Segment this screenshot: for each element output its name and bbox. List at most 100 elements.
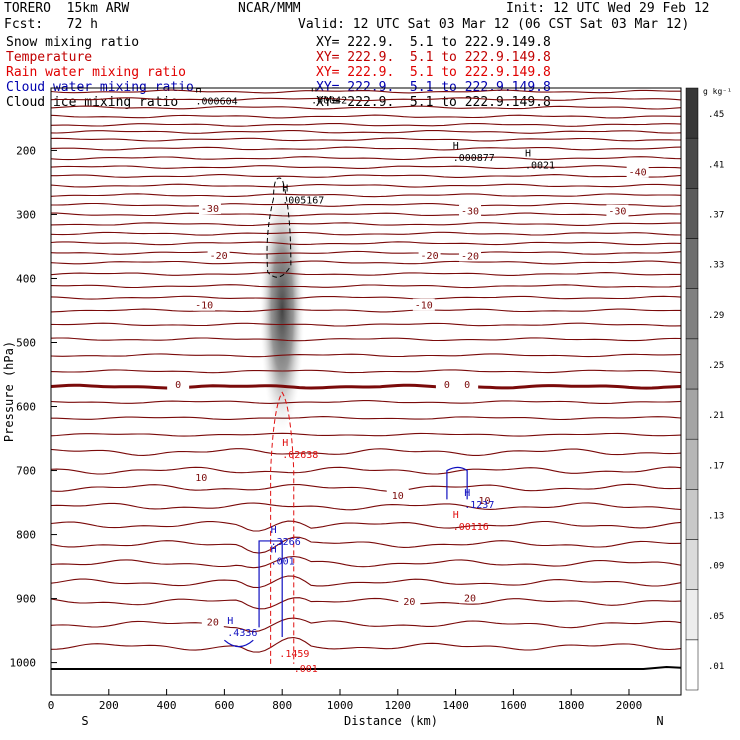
temperature-label: -30 — [201, 204, 219, 215]
y-tick-label: 200 — [16, 144, 36, 157]
temperature-label: -40 — [629, 168, 647, 179]
isotherm-line — [51, 322, 681, 327]
x-tick-label: 200 — [99, 699, 119, 712]
max-value: .02638 — [282, 450, 318, 461]
y-tick-label: 1000 — [10, 657, 37, 670]
y-tick-label: 400 — [16, 272, 36, 285]
isotherm-line — [51, 483, 681, 492]
x-tick-label: 1200 — [385, 699, 412, 712]
isotherm-line — [51, 193, 681, 198]
x-tick-label: 1600 — [500, 699, 527, 712]
x-tick-label: 0 — [48, 699, 55, 712]
label-mask — [435, 378, 458, 391]
temperature-label: -30 — [608, 207, 626, 218]
ice-contour — [266, 177, 292, 278]
x-tick-label: 2000 — [616, 699, 643, 712]
temperature-label: 20 — [403, 597, 415, 608]
x-tick-label: 400 — [157, 699, 177, 712]
max-value: .4336 — [227, 628, 257, 639]
isotherm-line — [51, 146, 681, 151]
isotherm-line — [51, 114, 681, 119]
isotherm-line — [51, 156, 681, 161]
colorbar-swatch — [685, 137, 699, 189]
temperature-label: -20 — [421, 251, 439, 262]
colorbar-tick-label: .05 — [708, 612, 724, 622]
isotherm-line — [51, 89, 681, 94]
temperature-label: 0 — [175, 380, 181, 391]
max-marker: H — [227, 616, 233, 627]
temperature-label: 20 — [207, 618, 219, 629]
colorbar-swatch — [685, 288, 699, 340]
temperature-label: -30 — [461, 207, 479, 218]
colorbar-swatch — [685, 438, 699, 490]
max-marker: H — [282, 438, 288, 449]
temperature-label: 10 — [392, 491, 404, 502]
y-tick-label: 900 — [16, 593, 36, 606]
rain-contour — [270, 391, 295, 664]
label-mask — [398, 595, 421, 608]
field-coords: XY= 222.9. 5.1 to 222.9.149.8 — [316, 65, 551, 80]
isotherm-line — [51, 432, 681, 437]
isotherm-line — [51, 337, 681, 342]
isotherm-line — [51, 122, 681, 127]
label-mask — [459, 591, 482, 604]
isotherm-line — [51, 284, 681, 289]
isotherm-line — [51, 520, 681, 532]
forecast-hour: Fcst: 72 h — [4, 17, 98, 32]
temperature-label: -20 — [210, 251, 228, 262]
label-mask — [386, 488, 409, 501]
y-tick-label: 700 — [16, 465, 36, 478]
max-marker: H — [271, 525, 277, 536]
isotherm-line — [51, 97, 681, 102]
max-marker: H — [282, 183, 288, 194]
isotherm-line — [51, 260, 681, 265]
isotherm-line — [51, 241, 681, 246]
max-marker: H — [453, 141, 459, 152]
colorbar-swatch — [685, 338, 699, 390]
isotherm-line — [51, 165, 681, 169]
label-mask — [456, 378, 479, 391]
isotherm-line — [51, 308, 681, 313]
temperature-label: -20 — [461, 251, 479, 262]
north-label: N — [656, 714, 663, 728]
isotherm-line — [51, 353, 681, 358]
isotherm-line — [51, 536, 681, 554]
isotherm-line — [51, 272, 681, 276]
x-tick-label: 1800 — [558, 699, 585, 712]
label-mask — [207, 248, 230, 261]
colorbar-tick-label: .21 — [708, 411, 724, 421]
surface-line — [51, 665, 681, 671]
init-time: Init: 12 UTC Wed 29 Feb 12 — [506, 1, 710, 16]
isotherm-line — [51, 416, 681, 421]
isotherm-line — [51, 250, 681, 255]
isotherm-line — [51, 105, 681, 110]
isotherm-line — [51, 231, 681, 236]
cloudwater-contour — [223, 466, 468, 648]
x-tick-label: 1400 — [442, 699, 469, 712]
colorbar-tick-label: .41 — [708, 160, 724, 170]
valid-time: Valid: 12 UTC Sat 03 Mar 12 (06 CST Sat … — [298, 17, 690, 32]
center-title: NCAR/MMM — [238, 1, 301, 16]
label-mask — [167, 378, 190, 391]
y-tick-label: 500 — [16, 337, 36, 350]
colorbar-tick-label: .29 — [708, 311, 724, 321]
field-name: Snow mixing ratio — [6, 35, 140, 50]
label-mask — [198, 202, 221, 215]
colorbar-tick-label: .17 — [708, 461, 724, 471]
temperature-label: 10 — [195, 473, 207, 484]
max-marker: H — [453, 510, 459, 521]
south-label: S — [81, 714, 88, 728]
label-mask — [626, 165, 649, 178]
field-coords: XY= 222.9. 5.1 to 222.9.149.8 — [316, 35, 551, 50]
temperature-label: 0 — [444, 380, 450, 391]
max-marker: H — [311, 83, 317, 94]
label-mask — [606, 204, 629, 217]
max-value: .005167 — [282, 195, 324, 206]
colorbar-swatch — [685, 87, 699, 139]
max-value: .1459 — [279, 649, 309, 660]
isotherm-line — [51, 448, 681, 456]
isotherm-line — [51, 636, 681, 653]
isotherm-line — [51, 383, 681, 390]
isotherm-line — [51, 174, 681, 178]
